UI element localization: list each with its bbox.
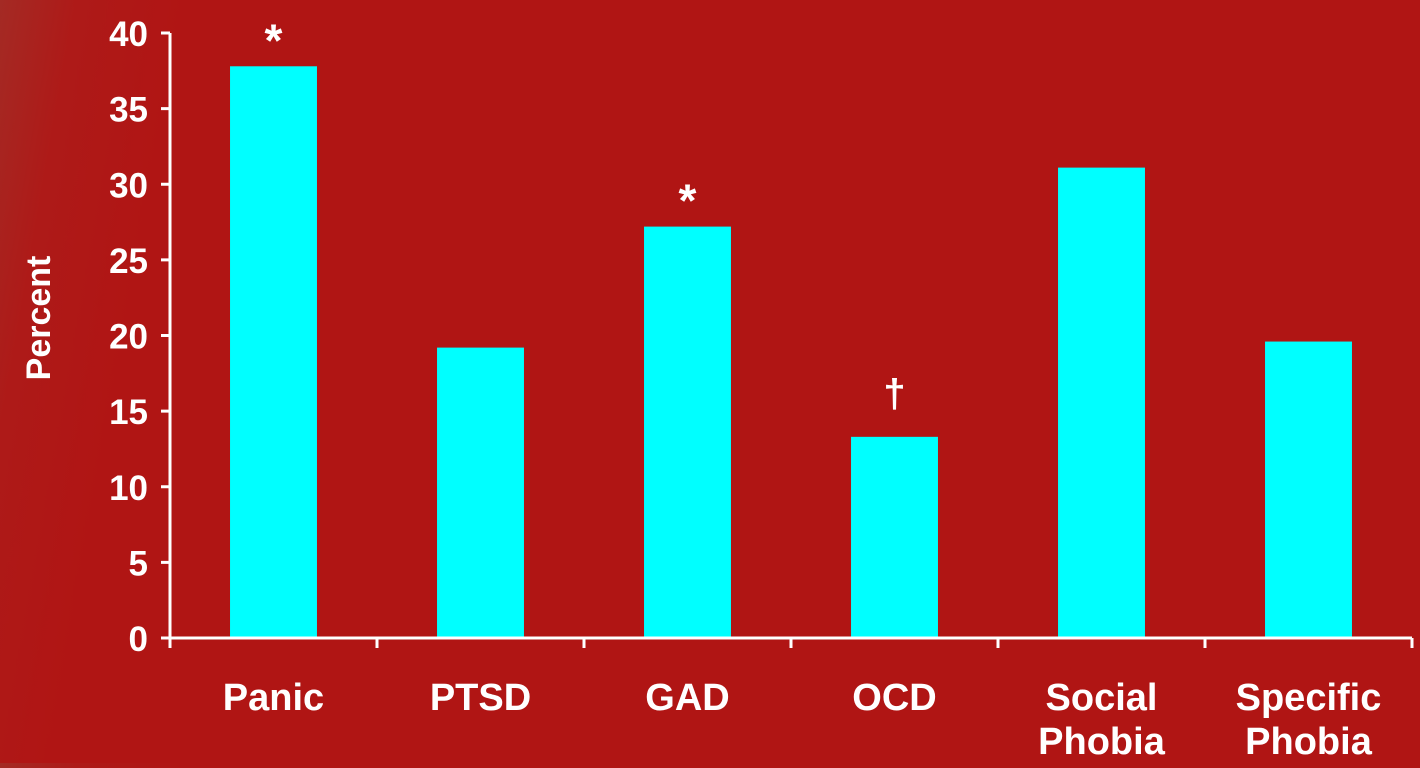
- significance-marker: *: [265, 14, 283, 66]
- x-category-label-line: Specific: [1236, 677, 1382, 719]
- x-category-label: PTSD: [430, 677, 531, 719]
- y-tick-label: 30: [109, 166, 148, 205]
- bar: [437, 347, 524, 638]
- y-tick-label: 10: [109, 469, 148, 508]
- x-category-label-line: Panic: [223, 677, 324, 719]
- x-category-label: OCD: [852, 677, 936, 719]
- bar: [1058, 167, 1145, 639]
- y-axis-label: Percent: [20, 256, 58, 381]
- y-tick-label: 25: [109, 242, 148, 281]
- x-category-label-line: Phobia: [1245, 721, 1373, 763]
- bar-annotations: * * †: [265, 14, 906, 416]
- bar: [1265, 341, 1352, 638]
- y-tick-label: 15: [109, 393, 148, 432]
- x-category-label-line: Phobia: [1038, 721, 1166, 763]
- significance-marker: †: [883, 372, 905, 416]
- y-tick-label: 5: [129, 544, 148, 583]
- x-category-label: Social Phobia: [1038, 677, 1166, 763]
- y-tick-label: 0: [129, 620, 148, 659]
- bar: [230, 66, 317, 638]
- x-category-label-line: Social: [1046, 677, 1158, 719]
- x-category-label-line: PTSD: [430, 677, 531, 719]
- x-axis-ticks: [168, 638, 1414, 648]
- bar: [644, 226, 731, 638]
- y-tick-label: 35: [109, 91, 148, 130]
- x-category-label-line: OCD: [852, 677, 936, 719]
- y-tick-label: 40: [109, 15, 148, 54]
- bar: [851, 436, 938, 638]
- x-category-label-line: GAD: [645, 677, 729, 719]
- y-axis-ticks: 0 5 10 15 20 25 30 35 40: [109, 15, 170, 659]
- bars: [230, 66, 1352, 639]
- x-category-label: Panic: [223, 677, 324, 719]
- x-category-label: GAD: [645, 677, 729, 719]
- x-category-label: Specific Phobia: [1236, 677, 1382, 763]
- y-tick-label: 20: [109, 318, 148, 357]
- significance-marker: *: [679, 175, 697, 227]
